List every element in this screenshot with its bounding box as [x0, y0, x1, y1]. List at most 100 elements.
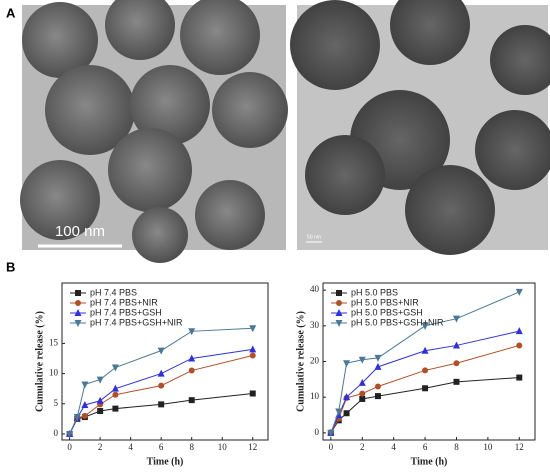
x-tick-label: 12 — [515, 442, 524, 452]
y-tick-label: 10 — [310, 391, 320, 401]
marker — [515, 288, 523, 296]
marker — [249, 345, 257, 353]
marker — [422, 367, 429, 374]
marker — [421, 322, 429, 330]
marker — [343, 360, 351, 368]
legend-label: pH 5.0 PBS+NIR — [351, 297, 419, 307]
marker — [374, 393, 381, 400]
series-line — [69, 327, 253, 435]
y-tick-label: 15 — [49, 337, 59, 347]
marker — [374, 383, 381, 390]
x-tick-label: 8 — [454, 442, 459, 452]
x-axis-label: Time (h) — [147, 456, 184, 467]
x-tick-label: 0 — [67, 442, 72, 452]
marker — [74, 320, 82, 327]
marker — [359, 390, 366, 397]
marker — [336, 300, 342, 306]
legend-label: pH 7.4 PBS+GSH+NIR — [90, 317, 183, 327]
marker — [157, 347, 165, 355]
marker — [335, 309, 343, 316]
y-tick-label: 40 — [310, 284, 320, 294]
marker — [343, 410, 350, 417]
x-tick-label: 6 — [159, 442, 164, 452]
legend-label: pH 7.4 PBS+GSH — [90, 307, 162, 317]
x-tick-label: 10 — [483, 442, 493, 452]
legend-label: pH 5.0 PBS+GSH+NIR — [351, 317, 444, 327]
marker — [516, 374, 523, 381]
marker — [74, 309, 82, 316]
marker — [188, 328, 196, 336]
legend-label: pH 5.0 PBS+GSH — [351, 307, 423, 317]
legend-label: pH 7.4 PBS+NIR — [90, 297, 158, 307]
x-tick-label: 2 — [360, 442, 365, 452]
marker — [111, 364, 119, 372]
marker — [97, 408, 104, 415]
marker — [158, 382, 165, 389]
marker — [335, 408, 343, 416]
y-tick-label: 5 — [54, 398, 59, 408]
y-tick-label: 0 — [54, 428, 59, 438]
series-line — [330, 291, 520, 434]
marker — [327, 429, 335, 437]
scale-label: 50 nm — [307, 234, 321, 240]
y-axis-label: Cumulative release (%) — [295, 311, 306, 412]
x-tick-label: 2 — [98, 442, 103, 452]
y-tick-label: 10 — [49, 368, 59, 378]
marker — [96, 376, 104, 384]
marker — [343, 393, 351, 401]
marker — [249, 390, 256, 397]
marker — [81, 400, 89, 408]
marker — [75, 300, 81, 306]
scale-label: 100 nm — [55, 223, 105, 240]
marker — [188, 367, 195, 374]
marker — [374, 362, 382, 370]
marker — [358, 378, 366, 386]
marker — [111, 384, 119, 392]
y-tick-label: 20 — [310, 356, 320, 366]
marker — [158, 401, 165, 408]
marker — [335, 320, 343, 327]
marker — [422, 385, 429, 392]
x-tick-label: 6 — [423, 442, 428, 452]
marker — [157, 369, 165, 377]
marker — [81, 412, 88, 419]
marker — [358, 356, 366, 364]
series-line — [69, 393, 253, 435]
marker — [112, 391, 119, 398]
marker — [81, 381, 89, 389]
marker — [421, 346, 429, 354]
marker — [188, 354, 196, 362]
marker — [452, 341, 460, 349]
plot-frame — [61, 282, 269, 441]
marker — [188, 397, 195, 404]
x-tick-label: 4 — [128, 442, 133, 452]
series-line — [69, 354, 253, 435]
y-axis-label: Cumulative release (%) — [34, 311, 45, 412]
marker — [359, 395, 366, 402]
panel-label: B — [6, 259, 15, 274]
marker — [73, 414, 81, 422]
tem-image-right: 50 nm — [290, 0, 550, 255]
x-tick-label: 4 — [391, 442, 396, 452]
marker — [75, 290, 81, 296]
marker — [112, 405, 119, 412]
marker — [453, 360, 460, 367]
y-tick-label: 0 — [315, 427, 320, 437]
marker — [515, 327, 523, 335]
y-tick-label: 30 — [310, 320, 320, 330]
marker — [66, 430, 74, 438]
marker — [249, 352, 256, 359]
marker — [516, 342, 523, 349]
x-tick-label: 12 — [248, 442, 257, 452]
x-tick-label: 8 — [189, 442, 194, 452]
marker — [96, 396, 104, 404]
x-axis-label: Time (h) — [411, 456, 448, 467]
legend-label: pH 5.0 PBS — [351, 287, 398, 297]
marker — [452, 315, 460, 323]
marker — [249, 325, 257, 333]
marker — [336, 290, 342, 296]
x-tick-label: 10 — [218, 442, 228, 452]
legend-label: pH 7.4 PBS — [90, 287, 137, 297]
marker — [374, 354, 382, 362]
